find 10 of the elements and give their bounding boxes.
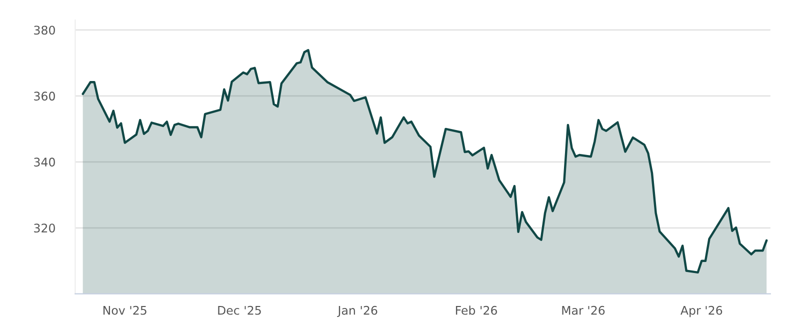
y-tick-label: 340 [34,158,55,167]
x-tick-label: Apr '26 [680,306,722,318]
y-tick-label: 380 [34,26,55,35]
y-tick-label: 360 [34,92,55,101]
x-tick-label: Mar '26 [562,306,605,315]
y-tick-label: 320 [34,224,55,233]
x-tick-label: Feb '26 [456,306,497,315]
x-tick-label: Jan '26 [337,306,378,318]
x-tick-label: Dec '25 [218,306,261,315]
x-tick-label: Nov '25 [103,306,146,315]
